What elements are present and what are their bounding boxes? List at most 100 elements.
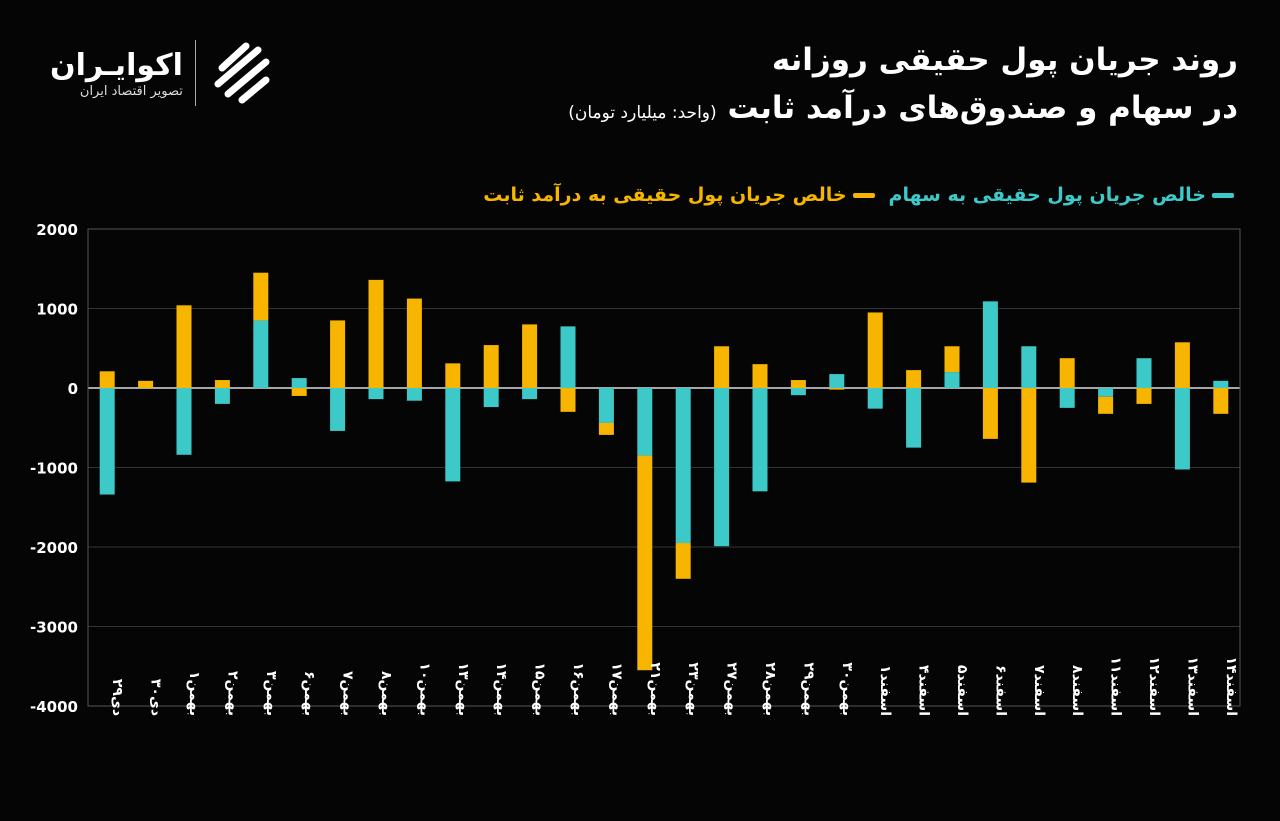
bar-stocks (752, 388, 768, 492)
x-tick-label: بهمن۱ (186, 671, 202, 716)
x-tick-label: بهمن۲۹ (800, 662, 816, 716)
bar-fixed-income (1059, 358, 1075, 388)
x-tick-label: اسفند۱۲ (1146, 656, 1162, 716)
bar-fixed-income (714, 346, 730, 388)
unit-label: (واحد: میلیارد تومان) (568, 103, 717, 123)
x-tick-label: اسفند۱۳ (1184, 656, 1200, 716)
bar-stocks (1098, 388, 1114, 397)
y-tick-label: -1000 (30, 460, 78, 478)
bar-fixed-income (829, 388, 845, 390)
x-tick-label: اسفند۱ (877, 665, 893, 716)
bar-fixed-income (906, 370, 922, 388)
bar-fixed-income (790, 380, 806, 388)
y-tick-label: 2000 (36, 221, 78, 239)
x-tick-label: بهمن۷ (340, 671, 356, 716)
bar-fixed-income (330, 320, 346, 388)
x-tick-label: دی۳۰ (148, 679, 164, 716)
bar-fixed-income (483, 345, 499, 388)
x-tick-label: بهمن۱۷ (608, 662, 624, 716)
bar-stocks (1059, 388, 1075, 408)
logo-divider (194, 40, 196, 106)
y-tick-label: 0 (68, 380, 78, 398)
bar-fixed-income (99, 371, 115, 388)
bar-fixed-income (253, 272, 269, 321)
bar-stocks (522, 388, 538, 400)
bar-stocks (406, 388, 422, 401)
x-tick-label: بهمن۱۵ (532, 662, 548, 716)
bar-fixed-income (214, 380, 230, 388)
bar-stocks (1174, 388, 1190, 470)
x-tick-label: بهمن۱۶ (570, 662, 586, 716)
legend-label-fixed-income: خالص جریان پول حقیقی به درآمد ثابت (483, 184, 847, 206)
x-tick-label: بهمن۱۴ (493, 662, 509, 716)
bar-fixed-income (560, 388, 576, 412)
bar-fixed-income (637, 455, 653, 671)
chart-title: روند جریان پول حقیقی روزانه در سهام و صن… (568, 38, 1238, 139)
bar-fixed-income (944, 346, 960, 373)
bar-fixed-income (445, 363, 461, 388)
y-tick-label: 1000 (36, 301, 78, 319)
x-tick-label: بهمن۲۷ (724, 662, 740, 716)
bar-stocks (637, 388, 653, 456)
legend-item-fixed-income: خالص جریان پول حقیقی به درآمد ثابت (483, 184, 875, 206)
x-tick-label: اسفند۱۴ (1223, 656, 1239, 716)
bar-fixed-income (138, 380, 154, 388)
bar-fixed-income (291, 388, 307, 396)
bar-fixed-income (368, 279, 384, 388)
title-line-1: روند جریان پول حقیقی روزانه (771, 42, 1238, 78)
x-tick-label: بهمن۶ (301, 671, 317, 716)
x-tick-label: بهمن۲۳ (685, 662, 701, 716)
bar-stocks (714, 388, 730, 547)
x-tick-label: اسفند۷ (1031, 665, 1047, 716)
x-tick-label: اسفند۴ (916, 665, 932, 716)
bar-fixed-income (1136, 388, 1152, 404)
x-tick-label: بهمن۲۱ (647, 662, 663, 716)
x-tick-label: بهمن۱۰ (416, 662, 432, 716)
legend-swatch-stocks (1212, 192, 1234, 198)
legend-item-stocks: خالص جریان پول حقیقی به سهام (889, 184, 1234, 206)
x-tick-label: اسفند۱۱ (1108, 656, 1124, 716)
bar-fixed-income (752, 364, 768, 388)
bar-stocks (99, 388, 115, 495)
bar-stocks (291, 378, 307, 388)
x-tick-label: اسفند۸ (1069, 665, 1085, 716)
x-tick-label: اسفند۶ (992, 665, 1008, 716)
bar-stocks (483, 388, 499, 408)
bar-fixed-income (1174, 342, 1190, 388)
x-tick-label: بهمن۲۸ (762, 662, 778, 716)
x-tick-label: بهمن۳ (263, 671, 279, 716)
bar-stocks (867, 388, 883, 409)
bar-stocks (944, 372, 960, 388)
bar-stocks (790, 388, 806, 396)
bar-fixed-income (522, 324, 538, 388)
bar-stocks (560, 326, 576, 388)
plot-border (87, 228, 1241, 707)
y-tick-label: -3000 (30, 619, 78, 637)
bar-fixed-income (1098, 396, 1114, 414)
legend: خالص جریان پول حقیقی به سهام خالص جریان … (483, 184, 1234, 206)
legend-swatch-fixed-income (852, 192, 875, 198)
logo: اکوایـران تصویر اقتصاد ایران (50, 38, 278, 108)
bar-stocks (1021, 346, 1037, 388)
bar-fixed-income (675, 543, 691, 579)
y-tick-label: -4000 (30, 698, 78, 716)
logo-mark-icon (214, 42, 270, 104)
x-tick-label: اسفند۵ (954, 665, 970, 716)
bar-stocks (176, 388, 192, 455)
title-line-2: در سهام و صندوق‌های درآمد ثابت (727, 90, 1238, 126)
bar-stocks (598, 388, 614, 423)
bar-fixed-income (867, 312, 883, 388)
bar-stocks (330, 388, 346, 431)
bar-fixed-income (176, 305, 192, 388)
logo-subtitle: تصویر اقتصاد ایران (79, 83, 183, 99)
bar-stocks (253, 320, 269, 388)
bar-stocks (1213, 380, 1229, 388)
bar-stocks (906, 388, 922, 448)
logo-name: اکوایـران (50, 47, 183, 83)
bar-stocks (982, 301, 998, 388)
x-tick-label: بهمن۸ (378, 671, 394, 716)
y-tick-label: -2000 (30, 539, 78, 557)
bar-fixed-income (982, 388, 998, 439)
bar-fixed-income (1021, 388, 1037, 483)
